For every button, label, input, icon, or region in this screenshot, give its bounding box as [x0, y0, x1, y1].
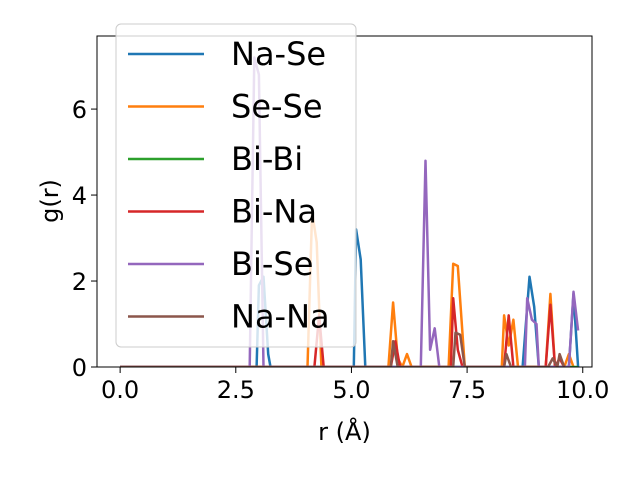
legend-label: Na-Na	[231, 298, 330, 336]
legend-label: Na-Se	[231, 35, 326, 73]
y-tick-label: 6	[72, 96, 87, 124]
x-axis-label: r (Å)	[318, 417, 371, 446]
legend-box	[115, 23, 357, 348]
y-tick-label: 4	[72, 182, 87, 210]
x-tick-label: 2.5	[217, 376, 255, 404]
x-tick-label: 5.0	[332, 376, 370, 404]
legend-label: Bi-Se	[231, 245, 313, 283]
x-tick-label: 10.0	[556, 376, 609, 404]
legend: Na-Se Se-Se Bi-Bi Bi-Na Bi-Se Na-Na	[115, 23, 357, 348]
legend-label: Se-Se	[231, 88, 323, 126]
x-tick-label: 0.0	[101, 376, 139, 404]
series-line-na-na	[120, 331, 566, 367]
series-line-bi-na	[120, 296, 566, 367]
legend-label: Bi-Bi	[231, 140, 303, 178]
ticks-layer: 0.0 2.5 5.0 7.5 10.0 0 2 4 6	[72, 96, 610, 404]
y-tick-label: 2	[72, 268, 87, 296]
legend-label: Bi-Na	[231, 193, 317, 231]
x-tick-label: 7.5	[448, 376, 486, 404]
y-axis-label: g(r)	[36, 179, 64, 223]
y-tick-label: 0	[72, 354, 87, 382]
